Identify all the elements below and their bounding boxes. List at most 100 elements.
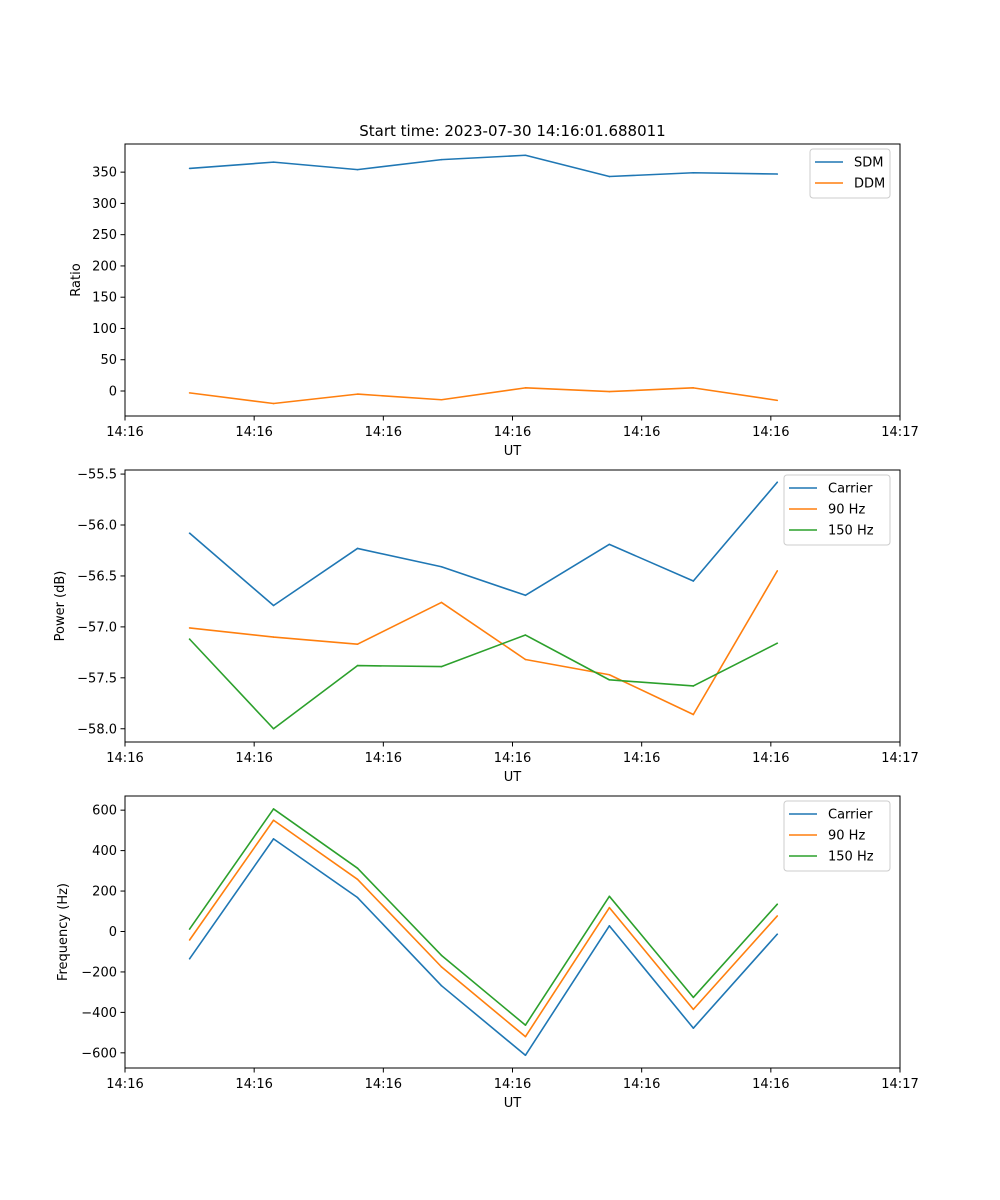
data-point bbox=[692, 580, 695, 582]
y-axis-label: Frequency (Hz) bbox=[56, 883, 71, 981]
data-point bbox=[356, 664, 359, 667]
x-tick-label: 14:16 bbox=[494, 751, 531, 766]
data-point bbox=[692, 685, 695, 687]
x-tick-label: 14:16 bbox=[365, 751, 402, 766]
data-point bbox=[272, 819, 275, 822]
data-point bbox=[188, 638, 191, 640]
data-point bbox=[524, 1035, 527, 1038]
y-tick-label: 100 bbox=[92, 322, 117, 337]
x-tick-label: 14:16 bbox=[235, 751, 272, 766]
series-line-ddm bbox=[189, 387, 778, 405]
x-tick-label: 14:16 bbox=[752, 425, 789, 440]
x-tick-label: 14:16 bbox=[752, 751, 789, 766]
y-tick-label: 300 bbox=[92, 197, 117, 212]
data-point bbox=[692, 996, 695, 999]
data-point bbox=[776, 481, 779, 484]
x-tick-label: 14:17 bbox=[881, 751, 918, 766]
y-tick-label: −56.0 bbox=[77, 519, 117, 534]
series-line-sdm bbox=[189, 154, 778, 178]
x-axis-label: UT bbox=[504, 444, 522, 459]
data-point bbox=[188, 939, 191, 941]
x-tick-label: 14:16 bbox=[106, 1077, 143, 1092]
data-point bbox=[272, 161, 275, 163]
data-point bbox=[272, 838, 275, 840]
y-tick-label: −600 bbox=[81, 1046, 117, 1061]
data-point bbox=[356, 896, 359, 899]
x-tick-label: 14:16 bbox=[106, 425, 143, 440]
y-tick-label: 350 bbox=[92, 166, 117, 181]
data-point bbox=[524, 387, 527, 389]
data-point bbox=[608, 673, 611, 676]
data-point bbox=[692, 171, 695, 174]
legend-label: 150 Hz bbox=[828, 524, 874, 539]
panel-power: 14:16 14:16 14:16 14:16 14:16 14:16 14:17 −58.0… bbox=[53, 468, 919, 785]
series-line-carrier bbox=[189, 481, 778, 607]
x-tick-label: 14:16 bbox=[623, 1077, 660, 1092]
data-point bbox=[440, 158, 443, 161]
y-tick-label: 50 bbox=[100, 353, 117, 368]
data-point bbox=[188, 957, 191, 960]
data-point bbox=[188, 392, 191, 394]
panel-frequency: 14:16 14:16 14:16 14:16 14:16 14:16 14:17 −600 −… bbox=[56, 795, 919, 1111]
data-point bbox=[776, 173, 779, 175]
data-point bbox=[776, 570, 779, 572]
data-point bbox=[272, 402, 275, 405]
y-tick-label: 200 bbox=[92, 259, 117, 274]
y-tick-label: 200 bbox=[92, 885, 117, 900]
y-tick-label: −57.0 bbox=[77, 620, 117, 635]
y-tick-label: 400 bbox=[92, 844, 117, 859]
legend-label: DDM bbox=[854, 177, 885, 192]
axes-frame bbox=[124, 143, 901, 417]
data-point bbox=[776, 915, 779, 917]
data-point bbox=[272, 727, 275, 730]
y-tick-label: 0 bbox=[109, 384, 117, 399]
data-point bbox=[608, 679, 611, 681]
data-point bbox=[440, 966, 443, 968]
y-tick-label: 150 bbox=[92, 291, 117, 306]
data-point bbox=[524, 634, 527, 636]
y-tick-label: −200 bbox=[81, 965, 117, 980]
data-point bbox=[440, 398, 443, 401]
x-tick-label: 14:16 bbox=[365, 1077, 402, 1092]
data-point bbox=[608, 175, 611, 178]
y-tick-label: 250 bbox=[92, 228, 117, 243]
y-tick-label: −400 bbox=[81, 1006, 117, 1021]
legend-label: Carrier bbox=[828, 482, 873, 497]
series-line-90-hz bbox=[189, 570, 778, 716]
x-axis-label: UT bbox=[504, 1096, 522, 1111]
data-point bbox=[692, 1008, 695, 1011]
data-point bbox=[440, 665, 443, 668]
data-point bbox=[440, 984, 443, 987]
data-point bbox=[524, 1054, 527, 1057]
data-point bbox=[188, 532, 191, 534]
x-tick-label: 14:16 bbox=[623, 425, 660, 440]
data-point bbox=[356, 168, 359, 171]
data-point bbox=[608, 895, 611, 898]
data-point bbox=[356, 878, 359, 881]
legend: Carrier 90 Hz 150 Hz bbox=[783, 474, 891, 546]
data-point bbox=[608, 390, 611, 393]
series-line-150-hz bbox=[188, 634, 778, 730]
data-point bbox=[356, 643, 359, 646]
x-tick-label: 14:16 bbox=[106, 751, 143, 766]
data-point bbox=[272, 808, 275, 810]
data-point bbox=[524, 154, 527, 157]
data-point bbox=[608, 543, 611, 546]
data-point bbox=[440, 954, 443, 957]
y-axis-label: Power (dB) bbox=[53, 571, 68, 642]
x-tick-label: 14:17 bbox=[881, 425, 918, 440]
y-tick-label: 0 bbox=[109, 925, 117, 940]
data-point bbox=[440, 565, 443, 568]
x-tick-label: 14:16 bbox=[235, 425, 272, 440]
data-point bbox=[188, 928, 191, 930]
x-tick-label: 14:16 bbox=[235, 1077, 272, 1092]
data-point bbox=[524, 1024, 527, 1026]
legend-frame bbox=[783, 800, 891, 872]
data-point bbox=[608, 925, 611, 927]
data-point bbox=[272, 604, 275, 607]
data-point bbox=[356, 547, 359, 550]
data-point bbox=[440, 601, 443, 604]
x-tick-label: 14:16 bbox=[365, 425, 402, 440]
y-tick-label: 600 bbox=[92, 804, 117, 819]
